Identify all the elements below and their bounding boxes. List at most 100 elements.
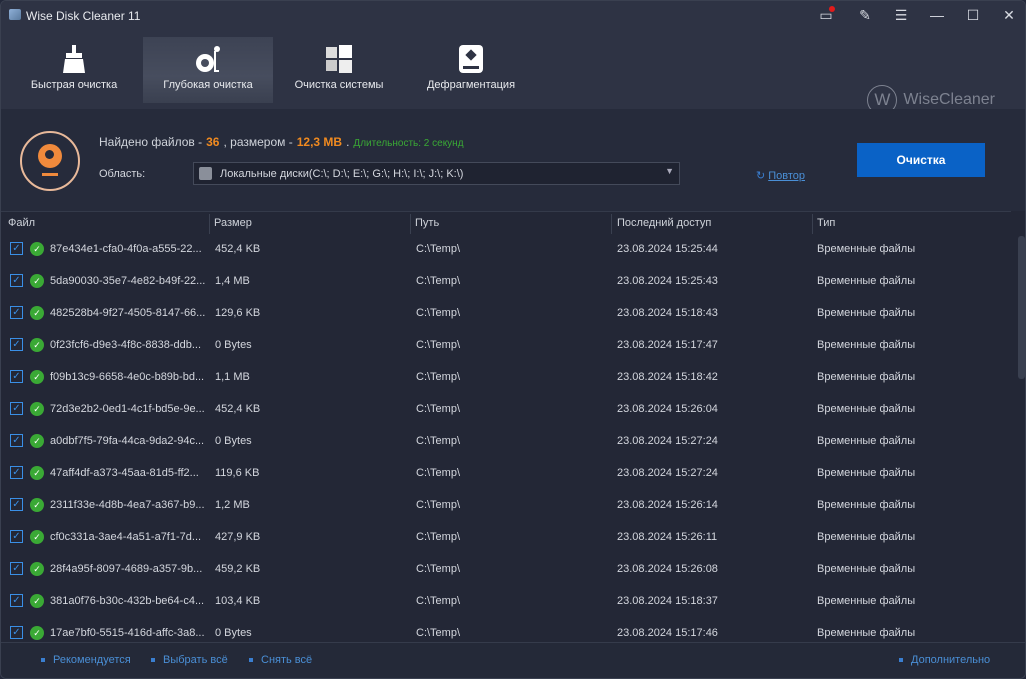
- check-circle-icon: ✓: [30, 466, 44, 480]
- list-rows: ✓ ✓ 87e434e1-cfa0-4f0a-a555-22... 452,4 KB C…: [1, 233, 1011, 649]
- file-type: Временные файлы: [817, 531, 916, 543]
- tab-label: Быстрая очистка: [30, 79, 118, 91]
- edit-notes-icon[interactable]: ✎: [859, 7, 871, 23]
- recommended-link[interactable]: Рекомендуется: [41, 654, 131, 666]
- menu-icon[interactable]: ☰: [894, 7, 908, 23]
- tab-label: Дефрагментация: [426, 79, 516, 91]
- file-size: 1,4 MB: [215, 275, 250, 287]
- column-size[interactable]: Размер: [214, 217, 252, 229]
- table-row[interactable]: ✓ ✓ 47aff4df-a373-45aa-81d5-ff2... 119,6 KB…: [1, 457, 1011, 489]
- row-checkbox[interactable]: ✓: [10, 306, 23, 319]
- row-checkbox[interactable]: ✓: [10, 626, 23, 639]
- table-row[interactable]: ✓ ✓ 17ae7bf0-5515-416d-affc-3a8... 0 Bytes C…: [1, 617, 1011, 649]
- drive-icon: [199, 167, 212, 180]
- minimize-button[interactable]: —: [930, 7, 944, 23]
- area-label: Область:: [99, 168, 146, 180]
- wisecleaner-logo: W WiseCleaner: [867, 85, 995, 115]
- main-nav: Быстрая очистка Глубокая очистка Очистка…: [1, 29, 1025, 115]
- check-circle-icon: ✓: [30, 338, 44, 352]
- scrollbar-thumb[interactable]: [1018, 236, 1025, 379]
- file-type: Временные файлы: [817, 467, 916, 479]
- file-path: C:\Temp\: [416, 339, 461, 351]
- file-size: 129,6 KB: [215, 307, 261, 319]
- window-title: Wise Disk Cleaner 11: [26, 9, 141, 23]
- file-name: 2311f33e-4d8b-4ea7-a367-b9...: [50, 499, 205, 511]
- clean-button[interactable]: Очистка: [857, 143, 985, 177]
- close-button[interactable]: ✕: [1003, 7, 1015, 23]
- footer: Рекомендуется Выбрать всё Снять всё Допо…: [1, 642, 1025, 678]
- file-count: 36: [206, 135, 220, 149]
- column-type[interactable]: Тип: [817, 217, 836, 229]
- file-size: 103,4 KB: [215, 595, 261, 607]
- table-row[interactable]: ✓ ✓ 87e434e1-cfa0-4f0a-a555-22... 452,4 KB C…: [1, 233, 1011, 265]
- column-last-access[interactable]: Последний доступ: [617, 217, 712, 229]
- file-list: Файл Размер Путь Последний доступ Тип ✓ ✓…: [1, 211, 1025, 642]
- table-row[interactable]: ✓ ✓ 0f23fcf6-d9e3-4f8c-8838-ddb... 0 Bytes C…: [1, 329, 1011, 361]
- deselect-all-link[interactable]: Снять всё: [249, 654, 312, 666]
- table-row[interactable]: ✓ ✓ cf0c331a-3ae4-4a51-a7f1-7d... 427,9 KB C…: [1, 521, 1011, 553]
- file-type: Временные файлы: [817, 499, 916, 511]
- file-type: Временные файлы: [817, 243, 916, 255]
- file-name: a0dbf7f5-79fa-44ca-9da2-94c...: [50, 435, 205, 447]
- check-circle-icon: ✓: [30, 242, 44, 256]
- file-path: C:\Temp\: [416, 467, 461, 479]
- table-row[interactable]: ✓ ✓ 72d3e2b2-0ed1-4c1f-bd5e-9e... 452,4 KB C…: [1, 393, 1011, 425]
- tab-defrag[interactable]: Дефрагментация: [406, 37, 536, 103]
- last-access: 23.08.2024 15:26:08: [617, 563, 718, 575]
- retry-link[interactable]: ↻ Повтор: [756, 170, 805, 182]
- last-access: 23.08.2024 15:17:47: [617, 339, 718, 351]
- row-checkbox[interactable]: ✓: [10, 370, 23, 383]
- last-access: 23.08.2024 15:18:37: [617, 595, 718, 607]
- table-row[interactable]: ✓ ✓ 381a0f76-b30c-432b-be64-c4... 103,4 KB C…: [1, 585, 1011, 617]
- hard-disk-icon: [459, 45, 483, 73]
- feedback-icon[interactable]: ▭: [815, 5, 837, 25]
- last-access: 23.08.2024 15:26:04: [617, 403, 718, 415]
- title-bar: Wise Disk Cleaner 11 ▭ ✎ ☰ — ☐ ✕: [1, 1, 1025, 29]
- maximize-button[interactable]: ☐: [966, 7, 980, 23]
- file-size: 452,4 KB: [215, 243, 261, 255]
- file-size: 427,9 KB: [215, 531, 261, 543]
- check-circle-icon: ✓: [30, 370, 44, 384]
- row-checkbox[interactable]: ✓: [10, 434, 23, 447]
- row-checkbox[interactable]: ✓: [10, 242, 23, 255]
- check-circle-icon: ✓: [30, 594, 44, 608]
- table-row[interactable]: ✓ ✓ 28f4a95f-8097-4689-a357-9b... 459,2 KB C…: [1, 553, 1011, 585]
- file-path: C:\Temp\: [416, 499, 461, 511]
- refresh-icon: ↻: [756, 170, 766, 182]
- row-checkbox[interactable]: ✓: [10, 274, 23, 287]
- check-circle-icon: ✓: [30, 530, 44, 544]
- select-all-link[interactable]: Выбрать всё: [151, 654, 228, 666]
- file-path: C:\Temp\: [416, 243, 461, 255]
- row-checkbox[interactable]: ✓: [10, 594, 23, 607]
- column-file[interactable]: Файл: [8, 217, 36, 229]
- tab-system-clean[interactable]: Очистка системы: [274, 37, 404, 103]
- table-row[interactable]: ✓ ✓ 5da90030-35e7-4e82-b49f-22... 1,4 MB C:\…: [1, 265, 1011, 297]
- row-checkbox[interactable]: ✓: [10, 498, 23, 511]
- file-type: Временные файлы: [817, 275, 916, 287]
- column-path[interactable]: Путь: [415, 217, 440, 229]
- scrollbar[interactable]: [1018, 233, 1025, 638]
- tab-quick-clean[interactable]: Быстрая очистка: [9, 37, 139, 103]
- last-access: 23.08.2024 15:18:43: [617, 307, 718, 319]
- last-access: 23.08.2024 15:25:44: [617, 243, 718, 255]
- row-checkbox[interactable]: ✓: [10, 402, 23, 415]
- file-path: C:\Temp\: [416, 531, 461, 543]
- last-access: 23.08.2024 15:18:42: [617, 371, 718, 383]
- table-row[interactable]: ✓ ✓ a0dbf7f5-79fa-44ca-9da2-94c... 0 Bytes C…: [1, 425, 1011, 457]
- table-row[interactable]: ✓ ✓ f09b13c9-6658-4e0c-b89b-bd... 1,1 MB C:\…: [1, 361, 1011, 393]
- file-name: 47aff4df-a373-45aa-81d5-ff2...: [50, 467, 199, 479]
- file-type: Временные файлы: [817, 435, 916, 447]
- table-row[interactable]: ✓ ✓ 482528b4-9f27-4505-8147-66... 129,6 KB C…: [1, 297, 1011, 329]
- row-checkbox[interactable]: ✓: [10, 562, 23, 575]
- row-checkbox[interactable]: ✓: [10, 338, 23, 351]
- file-path: C:\Temp\: [416, 595, 461, 607]
- table-row[interactable]: ✓ ✓ 2311f33e-4d8b-4ea7-a367-b9... 1,2 MB C:\…: [1, 489, 1011, 521]
- row-checkbox[interactable]: ✓: [10, 530, 23, 543]
- area-select[interactable]: Локальные диски(C:\; D:\; E:\; G:\; H:\;…: [193, 162, 680, 185]
- tab-deep-clean[interactable]: Глубокая очистка: [143, 37, 273, 103]
- advanced-link[interactable]: Дополнительно: [899, 654, 990, 666]
- file-size: 0 Bytes: [215, 339, 252, 351]
- file-path: C:\Temp\: [416, 371, 461, 383]
- row-checkbox[interactable]: ✓: [10, 466, 23, 479]
